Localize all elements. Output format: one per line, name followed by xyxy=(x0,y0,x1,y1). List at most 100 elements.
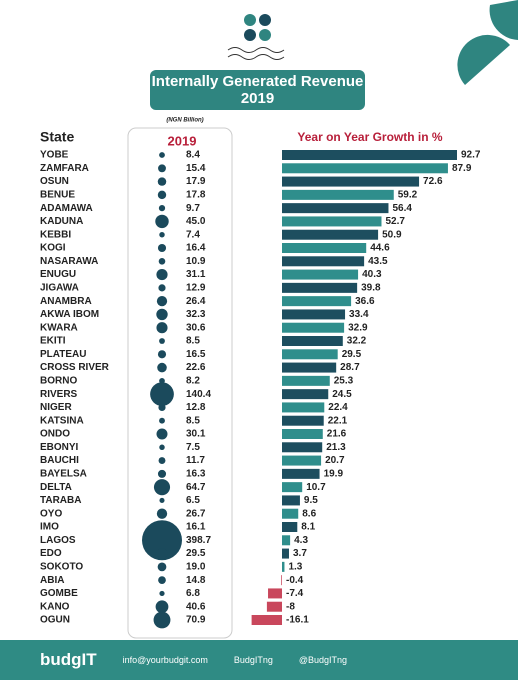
bar xyxy=(282,389,329,400)
bubble xyxy=(158,576,166,584)
bubble xyxy=(157,362,167,373)
bar xyxy=(282,349,338,360)
state-label: OSUN xyxy=(40,176,69,187)
data-label: 22.1 xyxy=(328,415,348,426)
data-label: 59.2 xyxy=(398,189,418,200)
state-label: KWARA xyxy=(40,322,78,333)
column-header: State xyxy=(40,129,74,145)
bar xyxy=(268,588,282,599)
bubble xyxy=(157,350,167,359)
state-label: IMO xyxy=(40,522,59,533)
data-label: 10.7 xyxy=(306,482,326,493)
data-label: 30.6 xyxy=(186,322,206,333)
bar xyxy=(282,229,379,240)
data-label: 140.4 xyxy=(186,389,211,400)
data-label: 29.5 xyxy=(186,548,206,559)
data-label: 11.7 xyxy=(186,455,205,466)
data-label: 72.6 xyxy=(423,176,443,187)
decor xyxy=(227,47,285,60)
data-label: 25.3 xyxy=(334,375,354,386)
state-label: KEBBI xyxy=(40,229,71,240)
data-label: 16.5 xyxy=(186,349,206,360)
bubble xyxy=(142,520,182,561)
bubble xyxy=(159,152,165,158)
bubble xyxy=(159,444,165,451)
bubble xyxy=(156,428,168,440)
data-label: -8 xyxy=(286,601,295,612)
decor xyxy=(457,34,510,85)
data-label: 8.1 xyxy=(301,522,315,533)
series-header: Year on Year Growth in % xyxy=(297,130,442,144)
data-label: 6.8 xyxy=(186,588,200,599)
data-label: 22.4 xyxy=(328,402,348,413)
bar xyxy=(282,482,303,493)
unit-note: (NGN Billion) xyxy=(166,118,203,124)
data-label: 7.4 xyxy=(186,229,200,240)
state-label: BAUCHI xyxy=(40,455,79,466)
data-label: 19.9 xyxy=(324,468,344,479)
bubble xyxy=(156,295,168,307)
bar xyxy=(282,535,291,546)
bar xyxy=(282,561,285,572)
bubble xyxy=(159,497,165,503)
state-label: EBONYI xyxy=(40,442,79,453)
bubble xyxy=(155,214,169,229)
data-label: 32.2 xyxy=(347,336,367,347)
state-label: KATSINA xyxy=(40,415,84,426)
bar xyxy=(282,203,389,214)
bubble xyxy=(156,322,168,334)
data-label: 9.7 xyxy=(186,203,200,214)
data-label: 8.6 xyxy=(302,508,316,519)
state-label: ABIA xyxy=(40,575,64,586)
data-label: 8.2 xyxy=(186,375,200,386)
data-label: 9.5 xyxy=(304,495,318,506)
bar xyxy=(282,508,299,519)
state-label: NIGER xyxy=(40,402,72,413)
state-label: NASARAWA xyxy=(40,256,98,267)
bar xyxy=(251,615,282,625)
decor xyxy=(244,29,256,41)
data-label: 50.9 xyxy=(382,229,402,240)
data-label: 30.1 xyxy=(186,429,206,440)
data-label: 19.0 xyxy=(186,561,206,572)
twitter: @BudgITng xyxy=(298,655,348,665)
data-label: 7.5 xyxy=(186,442,200,453)
bubble xyxy=(156,548,168,560)
data-label: 32.3 xyxy=(186,309,206,320)
bar xyxy=(282,163,448,174)
state-label: DELTA xyxy=(40,482,72,493)
state-label: ADAMAWA xyxy=(40,203,93,214)
bar xyxy=(282,415,324,426)
state-label: GOMBE xyxy=(40,588,78,599)
data-label: 17.9 xyxy=(186,176,206,187)
bar xyxy=(282,442,323,453)
state-label: ANAMBRA xyxy=(40,296,92,307)
data-label: -16.1 xyxy=(286,615,309,626)
data-label: 16.1 xyxy=(186,522,206,533)
bar xyxy=(282,269,359,280)
state-label: OYO xyxy=(40,508,62,519)
bar xyxy=(282,522,298,532)
state-label: BENUE xyxy=(40,189,75,200)
state-label: YOBE xyxy=(40,150,69,161)
data-label: 52.7 xyxy=(385,216,405,227)
data-label: -7.4 xyxy=(286,588,304,599)
bubble xyxy=(150,382,174,407)
bar xyxy=(282,216,382,227)
bar xyxy=(282,296,352,307)
bar xyxy=(282,429,323,439)
data-label: 64.7 xyxy=(186,482,206,493)
bubble xyxy=(159,417,165,424)
decor xyxy=(489,0,518,40)
state-label: CROSS RIVER xyxy=(40,362,110,373)
data-label: 15.4 xyxy=(186,163,206,174)
data-label: 1.3 xyxy=(288,561,302,572)
bar xyxy=(282,282,358,293)
data-label: 10.9 xyxy=(186,256,206,267)
state-label: TARABA xyxy=(40,495,81,506)
data-label: 40.3 xyxy=(362,269,382,280)
data-label: 8.4 xyxy=(186,150,200,161)
data-label: 44.6 xyxy=(370,243,390,254)
data-label: 14.8 xyxy=(186,575,206,586)
bubble xyxy=(159,231,165,238)
